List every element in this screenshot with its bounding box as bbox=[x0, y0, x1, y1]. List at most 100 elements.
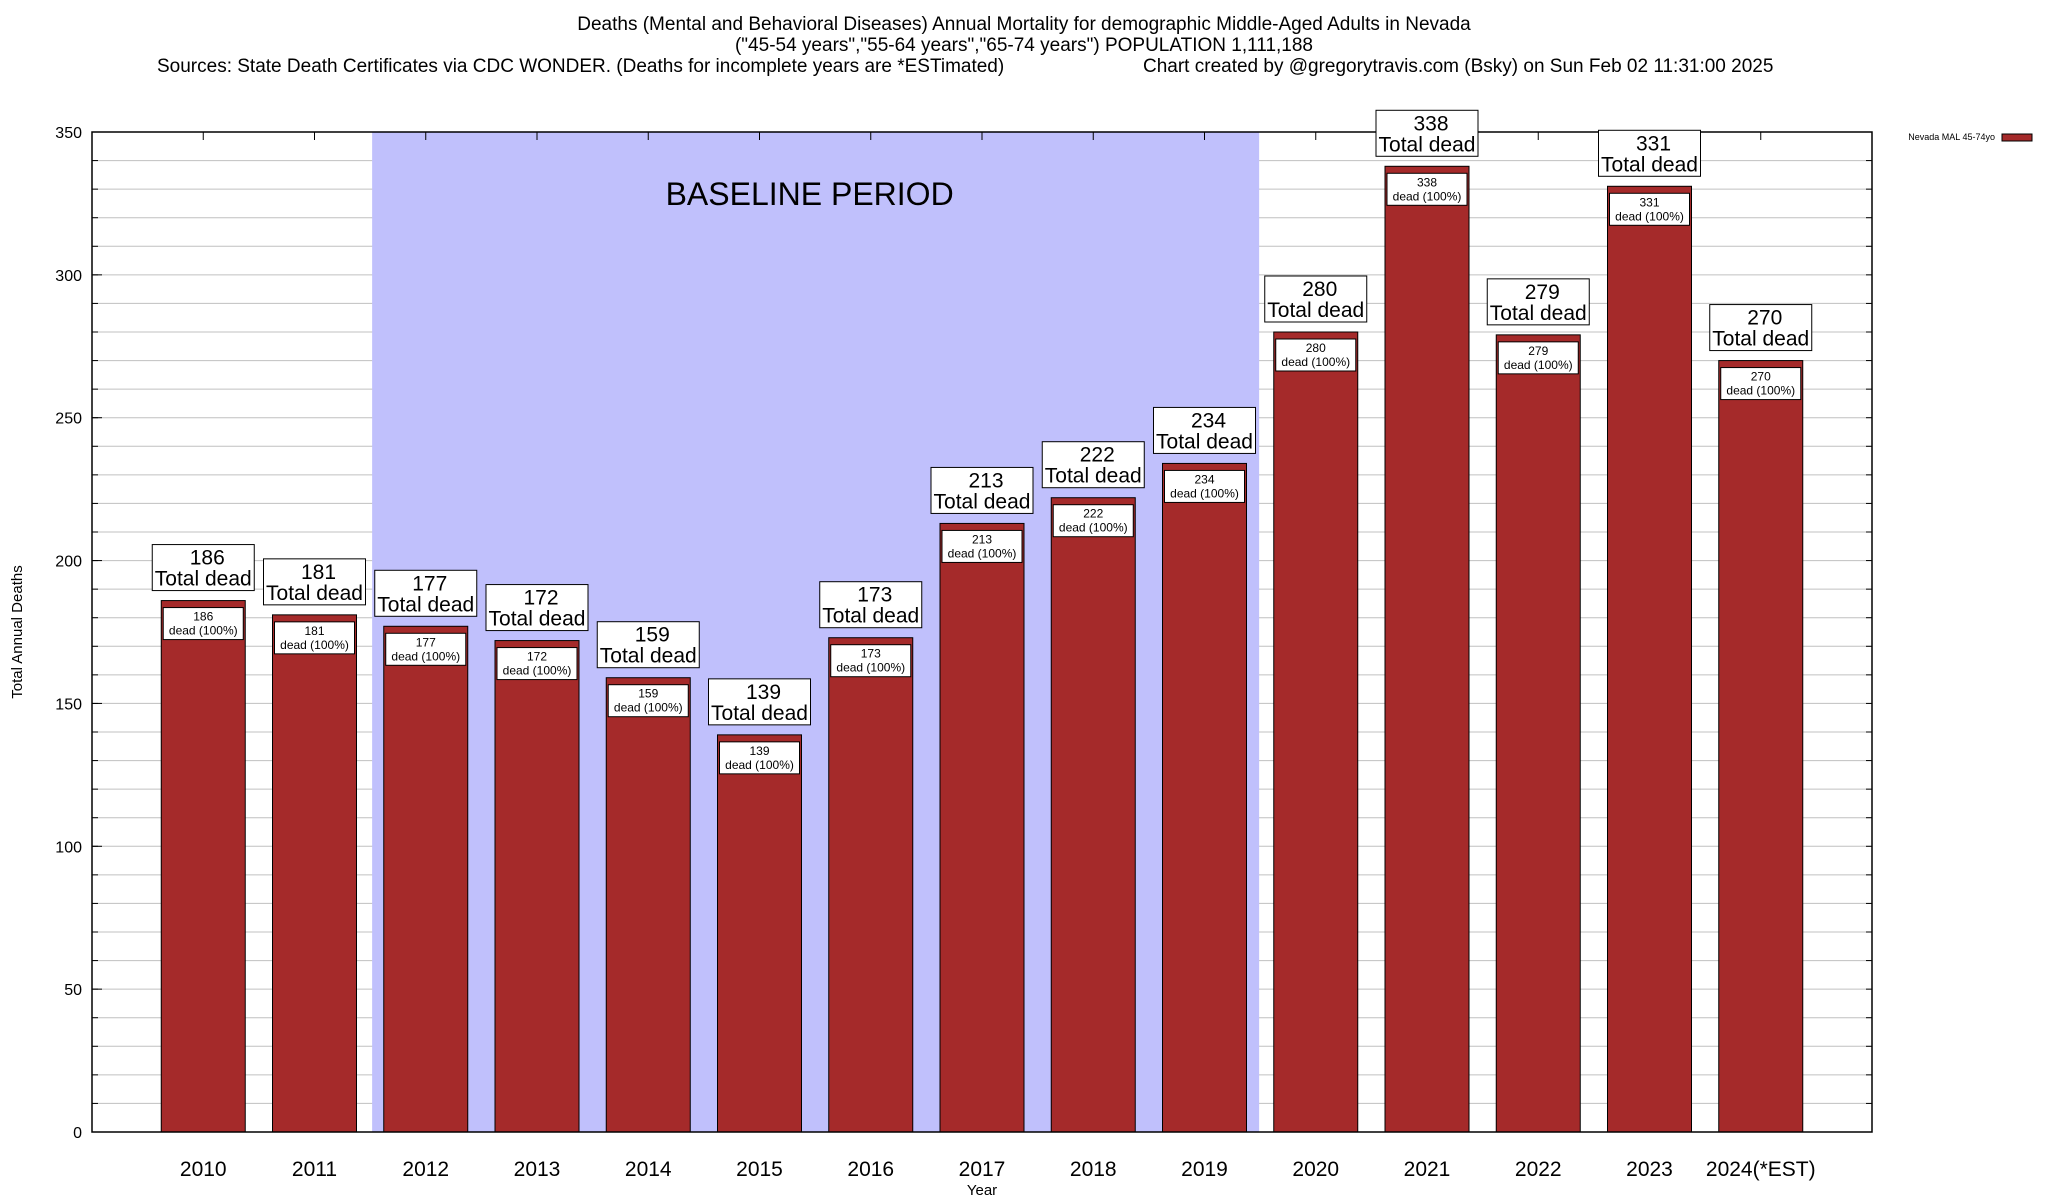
bar-total-value-label: 177 bbox=[412, 572, 447, 595]
bar-total-label-box bbox=[485, 584, 589, 632]
bar-inner-suffix-label: dead (100%) bbox=[391, 649, 460, 663]
bar-inner-suffix-label: dead (100%) bbox=[1281, 355, 1350, 369]
bar-inner-label-box bbox=[1052, 504, 1134, 538]
bar-inner-label-box bbox=[830, 644, 912, 678]
bar-inner-label-box bbox=[274, 621, 355, 655]
bar bbox=[828, 637, 914, 1133]
bar-inner-value-label: 270 bbox=[1751, 370, 1771, 384]
bar-total-suffix-label: Total dead bbox=[155, 568, 252, 591]
bar-inner-suffix-label: dead (100%) bbox=[280, 638, 349, 652]
bar bbox=[1607, 185, 1692, 1133]
bar-total-suffix-label: Total dead bbox=[1045, 465, 1142, 488]
bar-inner-label-box bbox=[1720, 367, 1802, 401]
bar-inner-label-box bbox=[385, 632, 467, 666]
y-tick-label: 150 bbox=[55, 696, 82, 713]
bar bbox=[717, 734, 802, 1133]
x-tick-label: 2013 bbox=[514, 1158, 561, 1181]
bar-total-label-box bbox=[708, 678, 811, 726]
bar-total-value-label: 331 bbox=[1636, 132, 1671, 155]
bar-inner-label-box bbox=[496, 647, 578, 681]
bar-inner-label-box bbox=[607, 684, 689, 718]
bar-inner-suffix-label: dead (100%) bbox=[725, 758, 794, 772]
x-tick-label: 2019 bbox=[1181, 1158, 1228, 1181]
bar-inner-label-box bbox=[1497, 341, 1579, 375]
bar-inner-label-box bbox=[941, 529, 1023, 563]
bar-total-label-box bbox=[1264, 275, 1368, 323]
bar bbox=[1384, 165, 1470, 1133]
bar-total-value-label: 186 bbox=[190, 547, 225, 570]
bars bbox=[160, 165, 1804, 1133]
bar-total-value-label: 234 bbox=[1191, 409, 1226, 432]
bar-total-value-label: 181 bbox=[301, 561, 336, 584]
bar-inner-suffix-label: dead (100%) bbox=[1615, 209, 1684, 223]
bar-total-suffix-label: Total dead bbox=[266, 582, 363, 605]
x-tick-label: 2015 bbox=[736, 1158, 783, 1181]
bar-total-suffix-label: Total dead bbox=[600, 645, 697, 668]
bar bbox=[160, 600, 246, 1133]
bar-inner-value-label: 159 bbox=[638, 687, 658, 701]
x-tick-label: 2021 bbox=[1404, 1158, 1451, 1181]
bar bbox=[1495, 334, 1581, 1133]
bar-inner-value-label: 177 bbox=[416, 635, 436, 649]
x-tick-label: 2012 bbox=[402, 1158, 449, 1181]
bar-inner-label-box bbox=[719, 741, 800, 775]
bar-total-value-label: 172 bbox=[523, 587, 558, 610]
bar bbox=[1162, 462, 1247, 1133]
bar-inner-suffix-label: dead (100%) bbox=[1726, 384, 1795, 398]
bar-total-suffix-label: Total dead bbox=[1267, 299, 1364, 322]
bar-total-label-box bbox=[1041, 441, 1145, 489]
bar-total-value-label: 270 bbox=[1747, 307, 1782, 330]
bar-inner-label-box bbox=[1164, 469, 1245, 503]
bar-inner-value-label: 139 bbox=[749, 744, 769, 758]
bar-inner-label-box bbox=[1275, 338, 1357, 372]
bar-total-suffix-label: Total dead bbox=[1156, 430, 1253, 453]
bar-total-value-label: 173 bbox=[857, 584, 892, 607]
bar-total-label-box bbox=[1375, 109, 1479, 157]
x-tick-label: 2011 bbox=[292, 1158, 337, 1181]
bar-total-value-label: 139 bbox=[746, 681, 781, 704]
bar-total-label-box bbox=[819, 581, 923, 629]
bar-inner-suffix-label: dead (100%) bbox=[1393, 189, 1462, 203]
bar-inner-value-label: 186 bbox=[193, 610, 213, 624]
bar-total-value-label: 222 bbox=[1080, 444, 1115, 467]
bar-inner-value-label: 280 bbox=[1306, 341, 1326, 355]
bar-total-suffix-label: Total dead bbox=[1601, 153, 1698, 176]
bar-inner-suffix-label: dead (100%) bbox=[614, 701, 683, 715]
bar-inner-value-label: 173 bbox=[861, 647, 881, 661]
bar-total-value-label: 338 bbox=[1413, 112, 1448, 135]
bar-total-suffix-label: Total dead bbox=[1490, 302, 1587, 325]
bar-inner-value-label: 181 bbox=[304, 624, 324, 638]
bar-total-label-box bbox=[151, 544, 255, 592]
bar-total-suffix-label: Total dead bbox=[934, 490, 1031, 513]
bar bbox=[605, 677, 691, 1133]
bar-total-value-label: 280 bbox=[1302, 278, 1337, 301]
bar-total-suffix-label: Total dead bbox=[1712, 328, 1809, 351]
bar-total-value-label: 279 bbox=[1525, 281, 1560, 304]
y-tick-label: 0 bbox=[73, 1125, 82, 1142]
chart-subtitle: ("45-54 years","55-64 years","65-74 year… bbox=[734, 35, 1313, 56]
baseline-period-label: BASELINE PERIOD bbox=[666, 176, 954, 212]
x-tick-label: 2024(*EST) bbox=[1706, 1158, 1816, 1181]
bar-inner-value-label: 213 bbox=[972, 532, 992, 546]
bar-total-suffix-label: Total dead bbox=[377, 593, 474, 616]
bar-inner-suffix-label: dead (100%) bbox=[1170, 486, 1239, 500]
legend: Nevada MAL 45-74yo bbox=[1908, 132, 2033, 142]
bar-total-suffix-label: Total dead bbox=[1379, 133, 1476, 156]
y-tick-label: 50 bbox=[64, 982, 82, 999]
legend-label: Nevada MAL 45-74yo bbox=[1908, 132, 1995, 142]
y-tick-label: 250 bbox=[55, 411, 82, 428]
bar-inner-label-box bbox=[162, 607, 244, 641]
y-tick-label: 300 bbox=[55, 268, 82, 285]
bar-total-suffix-label: Total dead bbox=[711, 702, 808, 725]
bar-inner-suffix-label: dead (100%) bbox=[169, 624, 238, 638]
x-tick-label: 2022 bbox=[1515, 1158, 1562, 1181]
plot-border bbox=[91, 131, 1873, 1133]
legend-swatch bbox=[2001, 133, 2033, 142]
chart-credit: Chart created by @gregorytravis.com (Bsk… bbox=[1143, 56, 1774, 77]
bar-inner-value-label: 234 bbox=[1194, 472, 1214, 486]
y-axis-label: Total Annual Deaths bbox=[9, 565, 26, 698]
x-tick-label: 2023 bbox=[1626, 1158, 1673, 1181]
x-tick-label: 2010 bbox=[180, 1158, 227, 1181]
x-axis-label: Year bbox=[967, 1182, 997, 1199]
bar-inner-suffix-label: dead (100%) bbox=[836, 661, 905, 675]
